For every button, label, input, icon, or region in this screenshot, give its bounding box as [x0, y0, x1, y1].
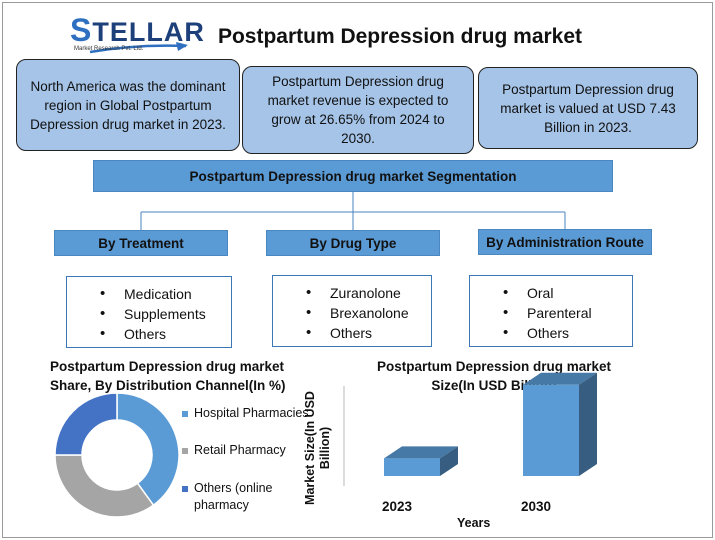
- page-title: Postpartum Depression drug market: [217, 25, 583, 48]
- logo-subtitle: Market Research Pvt. Ltd.: [74, 46, 144, 52]
- x-tick-label: 2030: [521, 499, 552, 514]
- list-item: Others: [67, 324, 231, 344]
- list-item: Zuranolone: [273, 283, 431, 303]
- legend-label: Others (online pharmacy: [194, 481, 273, 512]
- list-item: Oral: [470, 283, 632, 303]
- legend-entry: Retail Pharmacy: [182, 442, 286, 459]
- administration-route-list: Oral Parenteral Others: [469, 275, 633, 347]
- legend-entry: Others (online pharmacy: [182, 480, 302, 514]
- fact-box-valuation: Postpartum Depression drug market is val…: [478, 67, 698, 149]
- legend-label: Hospital Pharmacies: [194, 406, 309, 420]
- legend-swatch: [182, 486, 188, 492]
- fact-box-growth: Postpartum Depression drug market revenu…: [242, 66, 474, 154]
- legend-swatch: [182, 448, 188, 454]
- x-tick-label: 2023: [382, 499, 413, 514]
- list-item: Others: [273, 323, 431, 343]
- drug-type-list: Zuranolone Brexanolone Others: [272, 275, 432, 347]
- legend-entry: Hospital Pharmacies: [182, 405, 309, 422]
- bar-chart-y-axis-label: Market Size(In USD Billion): [303, 391, 332, 505]
- segment-by-treatment: By Treatment: [54, 230, 228, 256]
- list-item: Brexanolone: [273, 303, 431, 323]
- segment-by-administration-route: By Administration Route: [478, 229, 652, 255]
- list-item: Parenteral: [470, 303, 632, 323]
- list-item: Others: [470, 323, 632, 343]
- legend-label: Retail Pharmacy: [194, 443, 286, 457]
- bar-chart-title: Postpartum Depression drug market Size(I…: [376, 359, 612, 393]
- stellar-logo: STELLAR Market Research Pvt. Ltd.: [70, 12, 204, 62]
- segmentation-header: Postpartum Depression drug market Segmen…: [93, 160, 613, 192]
- bar-chart-x-axis-label: Years: [457, 516, 491, 530]
- donut-chart-title: Postpartum Depression drug market Share,…: [50, 359, 286, 393]
- list-item: Medication: [67, 284, 231, 304]
- treatment-list: Medication Supplements Others: [66, 276, 232, 348]
- segment-by-drug-type: By Drug Type: [266, 230, 440, 256]
- logo-swoosh-icon: [89, 42, 188, 54]
- legend-swatch: [182, 411, 188, 417]
- list-item: Supplements: [67, 304, 231, 324]
- logo-wordmark: STELLAR: [70, 12, 205, 48]
- fact-box-region: North America was the dominant region in…: [16, 59, 240, 151]
